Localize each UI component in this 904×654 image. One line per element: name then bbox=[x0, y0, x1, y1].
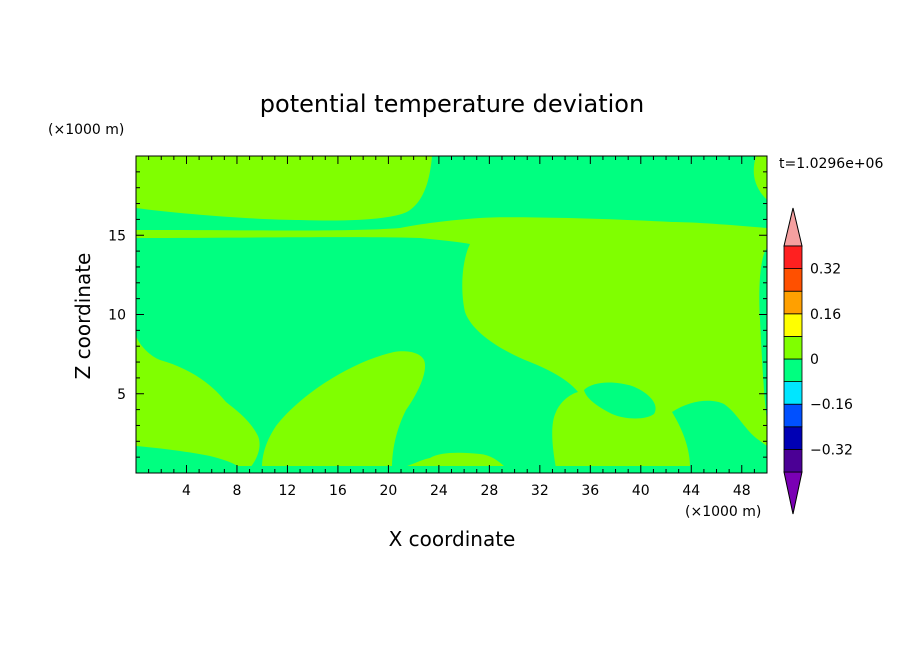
colorbar: 0.32 0.16 0 −0.16 −0.32 bbox=[783, 207, 853, 515]
y-tick-label: 15 bbox=[108, 228, 126, 244]
colorbar-swatch bbox=[783, 290, 803, 315]
y-axis-label: Z coordinate bbox=[71, 253, 95, 380]
colorbar-swatch bbox=[783, 403, 803, 428]
z-unit-label: (×1000 m) bbox=[48, 122, 124, 138]
x-axis-label: X coordinate bbox=[389, 527, 516, 551]
x-tick-label: 8 bbox=[232, 483, 241, 499]
colorbar-swatch bbox=[783, 245, 803, 270]
x-tick-label: 40 bbox=[632, 483, 650, 499]
x-tick-label: 20 bbox=[379, 483, 397, 499]
x-tick-label: 36 bbox=[581, 483, 599, 499]
x-tick-label: 12 bbox=[279, 483, 297, 499]
contour-region-right-ellipse bbox=[584, 382, 656, 419]
x-tick-label: 28 bbox=[480, 483, 498, 499]
colorbar-under-arrow bbox=[783, 471, 803, 515]
x-tick-label: 4 bbox=[182, 483, 191, 499]
contour-region-left-bottom bbox=[136, 446, 240, 468]
y-axis-ticks: 5 10 15 bbox=[108, 171, 767, 458]
contour-fill-regions bbox=[136, 156, 767, 468]
colorbar-tick-label: −0.16 bbox=[810, 397, 853, 413]
colorbar-swatch bbox=[783, 381, 803, 405]
contour-region-right-edge bbox=[759, 248, 767, 420]
x-tick-label: 48 bbox=[733, 483, 751, 499]
contour-region-main bbox=[136, 237, 578, 468]
x-tick-label: 32 bbox=[531, 483, 549, 499]
y-tick-label: 5 bbox=[117, 387, 126, 403]
y-tick-label: 10 bbox=[108, 308, 126, 324]
colorbar-swatch bbox=[783, 268, 803, 292]
x-tick-label: 44 bbox=[682, 483, 700, 499]
x-tick-label: 16 bbox=[329, 483, 347, 499]
contour-region-far-right bbox=[672, 400, 767, 468]
time-label: t=1.0296e+06 bbox=[779, 156, 883, 172]
x-unit-label: (×1000 m) bbox=[685, 504, 761, 520]
chart-title: potential temperature deviation bbox=[260, 90, 644, 118]
colorbar-swatch bbox=[783, 358, 803, 383]
colorbar-tick-label: 0.16 bbox=[810, 307, 841, 323]
colorbar-swatch bbox=[783, 426, 803, 450]
contour-region-upper-band bbox=[136, 156, 767, 231]
colorbar-swatch bbox=[783, 335, 803, 360]
colorbar-swatch bbox=[783, 448, 803, 473]
colorbar-tick-label: 0 bbox=[810, 352, 819, 368]
x-axis-ticks: 4 8 12 16 20 24 28 32 36 40 44 48 bbox=[148, 156, 755, 499]
colorbar-tick-label: 0.32 bbox=[810, 262, 841, 278]
x-tick-label: 24 bbox=[430, 483, 448, 499]
colorbar-swatch bbox=[783, 313, 803, 337]
colorbar-over-arrow bbox=[783, 207, 803, 247]
colorbar-tick-label: −0.32 bbox=[810, 442, 853, 458]
